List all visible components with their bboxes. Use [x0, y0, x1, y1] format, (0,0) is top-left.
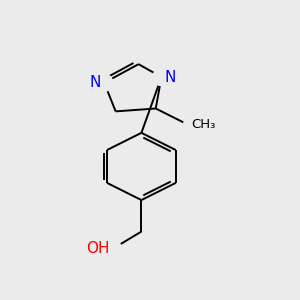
Text: CH₃: CH₃ — [191, 118, 216, 131]
Text: N: N — [90, 75, 101, 90]
Text: OH: OH — [86, 241, 110, 256]
Circle shape — [96, 74, 113, 91]
Text: N: N — [164, 70, 176, 85]
Circle shape — [153, 68, 170, 86]
Circle shape — [104, 240, 122, 257]
Circle shape — [184, 116, 201, 133]
